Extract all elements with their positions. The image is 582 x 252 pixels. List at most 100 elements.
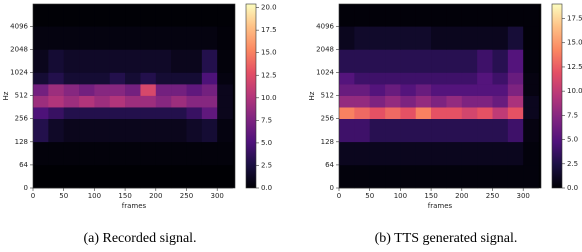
heatmap-cell	[171, 107, 187, 120]
colorbar-tick-label: 2.5	[261, 161, 272, 169]
heatmap-cell	[339, 141, 355, 166]
heatmap-cell	[217, 95, 233, 108]
colorbar-tick-label: 7.5	[567, 111, 578, 119]
heatmap-cell	[94, 164, 111, 189]
heatmap-cell	[339, 72, 355, 85]
heatmap-cell	[339, 4, 355, 27]
heatmap-cell	[79, 164, 95, 189]
heatmap-cell	[171, 164, 187, 189]
heatmap-cell	[431, 164, 447, 189]
heatmap-cell	[477, 164, 493, 189]
heatmap-cell	[507, 84, 524, 96]
heatmap-cell	[155, 141, 172, 166]
x-tick-label: 150	[118, 192, 131, 200]
heatmap-cell	[109, 49, 126, 73]
heatmap-cell	[63, 26, 80, 50]
heatmap-cell	[369, 107, 386, 120]
heatmap-cell	[63, 4, 80, 27]
heatmap-cell	[171, 26, 187, 50]
colorbar-tick-label: 0.0	[261, 184, 272, 192]
heatmap-cell	[339, 118, 355, 143]
heatmap-cell	[507, 164, 524, 189]
heatmap-cell	[431, 141, 447, 166]
colorbar-tick-label: 0.0	[567, 184, 578, 192]
heatmap-cell	[79, 84, 95, 96]
heatmap-cell	[171, 72, 187, 85]
heatmap-cell	[125, 49, 141, 73]
heatmap-cell	[201, 26, 218, 50]
heatmap-cell	[125, 26, 141, 50]
heatmap-cell	[201, 4, 218, 27]
heatmap-cell	[446, 49, 463, 73]
heatmap-cell	[369, 26, 386, 50]
heatmap-cell	[477, 107, 493, 120]
heatmap-cell	[400, 84, 417, 96]
heatmap-cell	[155, 26, 172, 50]
colorbar-tick-label: 12.5	[567, 63, 582, 71]
heatmap-cell	[140, 49, 157, 73]
heatmap-cell	[339, 95, 355, 108]
heatmap-cell	[186, 26, 203, 50]
colorbar-tick-label: 12.5	[261, 71, 277, 79]
heatmap-cell	[125, 95, 141, 108]
heatmap-cell	[507, 141, 524, 166]
heatmap-cell	[33, 95, 49, 108]
x-axis-label: frames	[122, 202, 147, 210]
heatmap-cell	[217, 4, 233, 27]
colorbar-tick-label: 17.5	[567, 15, 582, 23]
heatmap-cell	[523, 118, 539, 143]
heatmap-cell	[63, 164, 80, 189]
heatmap-cell	[492, 107, 509, 120]
heatmap-cell	[400, 95, 417, 108]
heatmap-cell	[461, 118, 478, 143]
heatmap-cell	[446, 72, 463, 85]
heatmap-cell	[79, 107, 95, 120]
heatmap-cell	[109, 84, 126, 96]
heatmap-cell	[63, 84, 80, 96]
heatmap-cell	[385, 95, 401, 108]
heatmap-cell	[94, 107, 111, 120]
y-tick-label: 4096	[10, 22, 28, 30]
colorbar-tick-label: 2.5	[567, 160, 578, 168]
heatmap-cell	[33, 49, 49, 73]
heatmap-cell	[507, 4, 524, 27]
heatmap-cell	[461, 164, 478, 189]
heatmap-cell	[186, 118, 203, 143]
heatmap-cell	[109, 164, 126, 189]
heatmap-cell	[446, 141, 463, 166]
heatmap-cell	[492, 72, 509, 85]
heatmap-cell	[461, 107, 478, 120]
heatmap-cell	[461, 95, 478, 108]
colorbar	[245, 3, 257, 189]
heatmap-cell	[33, 164, 49, 189]
heatmap-cell	[155, 118, 172, 143]
x-tick-label: 250	[486, 192, 499, 200]
heatmap-cell	[461, 72, 478, 85]
heatmap-cell	[339, 49, 355, 73]
heatmap-cell	[217, 72, 233, 85]
heatmap-cell	[523, 164, 539, 189]
y-tick-label: 256	[15, 115, 29, 123]
y-tick-label: 1024	[316, 69, 334, 77]
heatmap-cell	[477, 72, 493, 85]
heatmap-cell	[431, 4, 447, 27]
heatmap-cell	[33, 72, 49, 85]
x-tick-label: 200	[455, 192, 468, 200]
x-tick-label: 300	[211, 192, 224, 200]
heatmap-cell	[385, 26, 401, 50]
heatmap-cell	[48, 107, 64, 120]
heatmap-cell	[477, 49, 493, 73]
heatmap-cell	[48, 164, 64, 189]
heatmap-cell	[446, 164, 463, 189]
heatmap-cell	[217, 107, 233, 120]
heatmap-cell	[369, 95, 386, 108]
heatmap-cell	[492, 141, 509, 166]
colorbar-tick-label: 15.0	[261, 49, 277, 57]
heatmap-cell	[171, 49, 187, 73]
heatmap-cell	[48, 49, 64, 73]
heatmap-cell	[109, 95, 126, 108]
heatmap-cell	[125, 164, 141, 189]
y-tick-label: 0	[330, 184, 334, 192]
heatmap-cell	[217, 141, 233, 166]
